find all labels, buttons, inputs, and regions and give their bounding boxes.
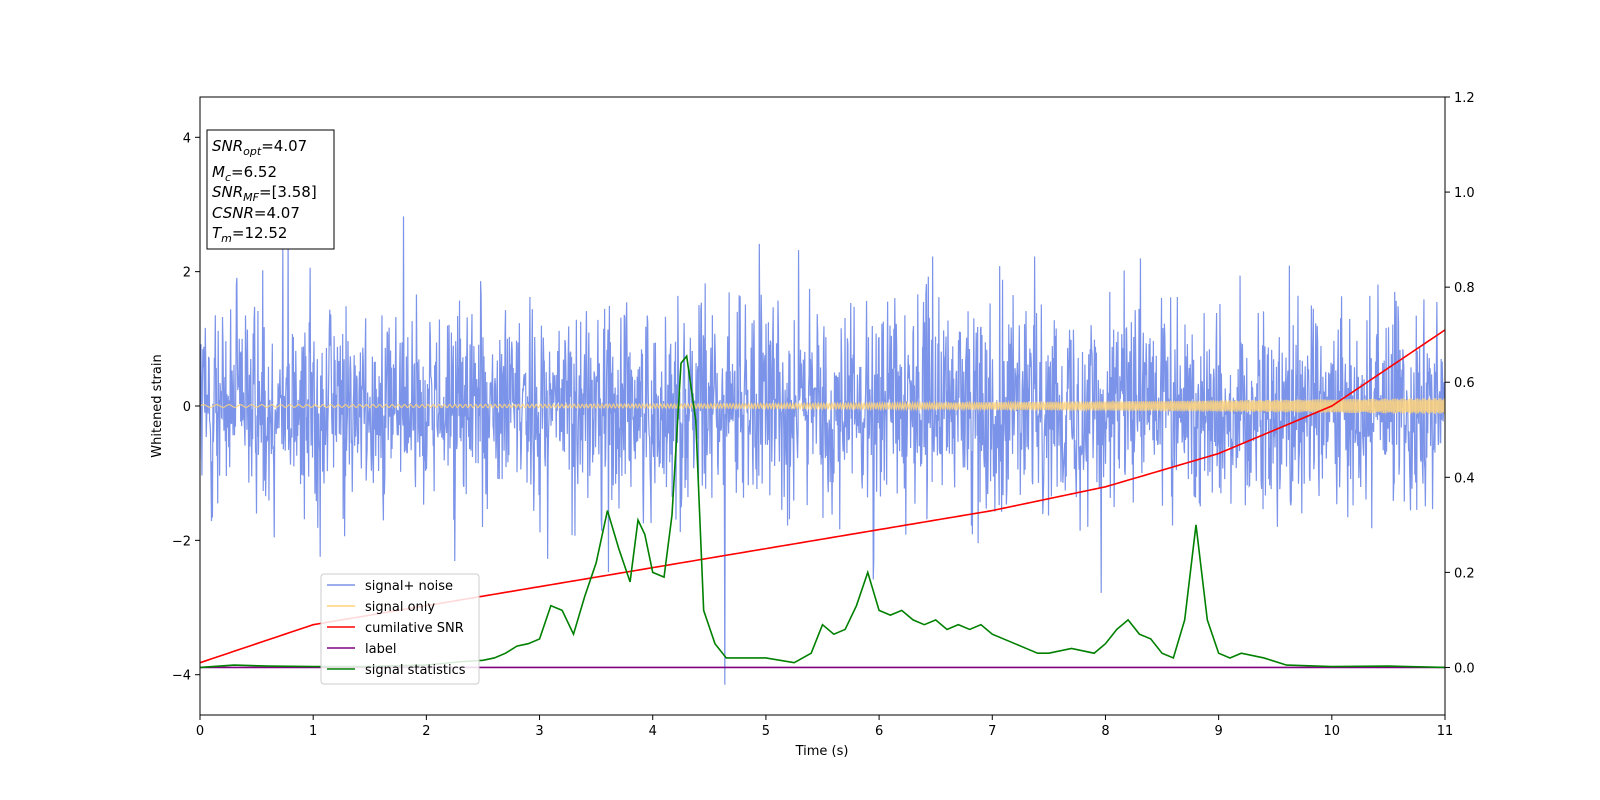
x-tick-label: 8 — [1101, 724, 1109, 739]
x-tick-label: 7 — [988, 724, 996, 739]
y-tick-label: −2 — [172, 534, 191, 549]
y-tick-label: 0 — [183, 400, 191, 415]
info-box-frame — [206, 129, 335, 250]
signal-only-line — [200, 398, 1445, 415]
y2-tick-label: 0.6 — [1454, 376, 1475, 391]
y-tick-label: 4 — [183, 131, 191, 146]
info-snr-opt: SNRopt=4.07 — [212, 137, 307, 158]
y-tick-label: 2 — [183, 266, 191, 281]
legend-label: signal statistics — [365, 663, 466, 678]
y2-tick-label: 0.2 — [1454, 566, 1475, 581]
y-axis-right: 1.2 1.0 0.8 0.6 0.4 0.2 0.0 — [1445, 91, 1475, 676]
x-tick-label: 0 — [196, 724, 204, 739]
x-tick-label: 10 — [1324, 724, 1341, 739]
signal-noise-series — [200, 216, 1445, 685]
x-axis-label: Time (s) — [795, 744, 849, 759]
info-mc: Mc=6.52 — [212, 163, 277, 184]
x-tick-label: 11 — [1437, 724, 1454, 739]
y2-tick-label: 1.2 — [1454, 91, 1475, 106]
signal-statistics-line — [200, 354, 1445, 669]
signal-noise-line — [200, 216, 1445, 685]
legend: signal+ noise signal only cumilative SNR la… — [320, 573, 480, 685]
info-box: SNRopt=4.07 Mc=6.52 SNRMF=[3.58] CSNR=4.… — [206, 129, 335, 250]
x-tick-label: 5 — [762, 724, 770, 739]
x-axis: 0 1 2 3 4 5 6 7 8 9 10 11 — [196, 715, 1453, 739]
info-tm: Tm=12.52 — [212, 224, 287, 245]
x-tick-label: 6 — [875, 724, 883, 739]
y2-tick-label: 1.0 — [1454, 186, 1475, 201]
legend-frame — [320, 573, 480, 685]
y-tick-label: −4 — [172, 669, 191, 684]
legend-label: label — [365, 642, 396, 657]
y-axis-left: 4 2 0 −2 −4 — [172, 131, 200, 684]
x-tick-label: 2 — [422, 724, 430, 739]
legend-label: signal only — [365, 600, 435, 615]
legend-label: signal+ noise — [365, 579, 453, 594]
legend-label: cumilative SNR — [365, 621, 464, 636]
y-axis-label: Whitened strain — [150, 354, 165, 457]
y2-tick-label: 0.0 — [1454, 661, 1475, 676]
y2-tick-label: 0.8 — [1454, 281, 1475, 296]
signal-only-series — [200, 398, 1445, 415]
x-tick-label: 4 — [649, 724, 657, 739]
x-tick-label: 1 — [309, 724, 317, 739]
info-csnr: CSNR=4.07 — [212, 204, 300, 222]
info-snr-mf: SNRMF=[3.58] — [212, 183, 317, 204]
y2-tick-label: 0.4 — [1454, 471, 1475, 486]
x-tick-label: 3 — [535, 724, 543, 739]
x-tick-label: 9 — [1214, 724, 1222, 739]
